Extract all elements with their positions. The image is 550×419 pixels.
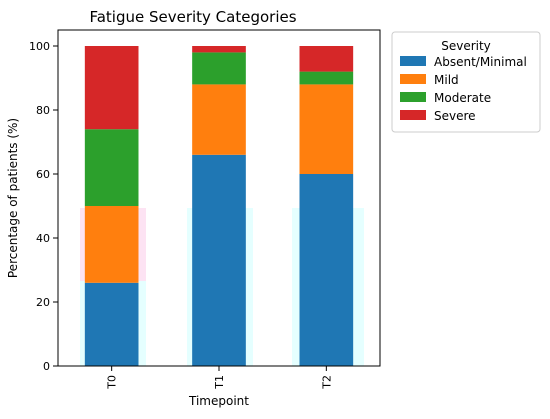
x-axis-label: Timepoint xyxy=(188,394,249,408)
y-tick-label: 80 xyxy=(36,104,50,117)
legend-swatch-moderate xyxy=(400,92,426,102)
legend-label-moderate: Moderate xyxy=(434,91,491,105)
bar-t1-absent-minimal xyxy=(192,154,246,366)
y-axis-label: Percentage of patients (%) xyxy=(6,118,20,278)
bar-t1-moderate xyxy=(192,52,246,85)
y-tick-label: 0 xyxy=(43,360,50,373)
legend: Severity Absent/Minimal Mild Moderate Sever… xyxy=(391,31,541,133)
bar-t0-severe xyxy=(84,46,139,130)
bar-t0-mild xyxy=(84,206,139,283)
legend-label-mild: Mild xyxy=(434,73,459,87)
x-tick-label-t0: T0 xyxy=(106,375,119,390)
y-tick-label: 100 xyxy=(29,40,50,53)
legend-label-severe: Severe xyxy=(434,109,476,123)
x-tick-label-t1: T1 xyxy=(213,375,226,390)
y-tick-label: 20 xyxy=(36,296,50,309)
y-tick-label: 60 xyxy=(36,168,50,181)
bar-t2-moderate xyxy=(299,71,354,85)
bar-t2-absent-minimal xyxy=(299,174,354,366)
legend-swatch-mild xyxy=(400,74,426,84)
bar-t0-moderate xyxy=(84,129,139,206)
bar-t1-severe xyxy=(192,46,246,53)
bars-group xyxy=(84,46,354,366)
x-axis: T0 T1 T2 xyxy=(106,366,333,390)
bar-t2-mild xyxy=(299,84,354,174)
legend-swatch-severe xyxy=(400,110,426,120)
legend-label-absent-minimal: Absent/Minimal xyxy=(434,55,527,69)
bar-t2-severe xyxy=(299,46,354,72)
legend-swatch-absent-minimal xyxy=(400,56,426,66)
x-tick-label-t2: T2 xyxy=(320,375,333,390)
y-axis: 0 20 40 60 80 100 xyxy=(29,40,58,373)
legend-frame xyxy=(391,31,541,133)
y-tick-label: 40 xyxy=(36,232,50,245)
legend-title: Severity xyxy=(441,39,491,53)
bar-t0-absent-minimal xyxy=(84,282,139,366)
chart-title: Fatigue Severity Categories xyxy=(89,8,296,26)
bar-t1-mild xyxy=(192,84,246,155)
